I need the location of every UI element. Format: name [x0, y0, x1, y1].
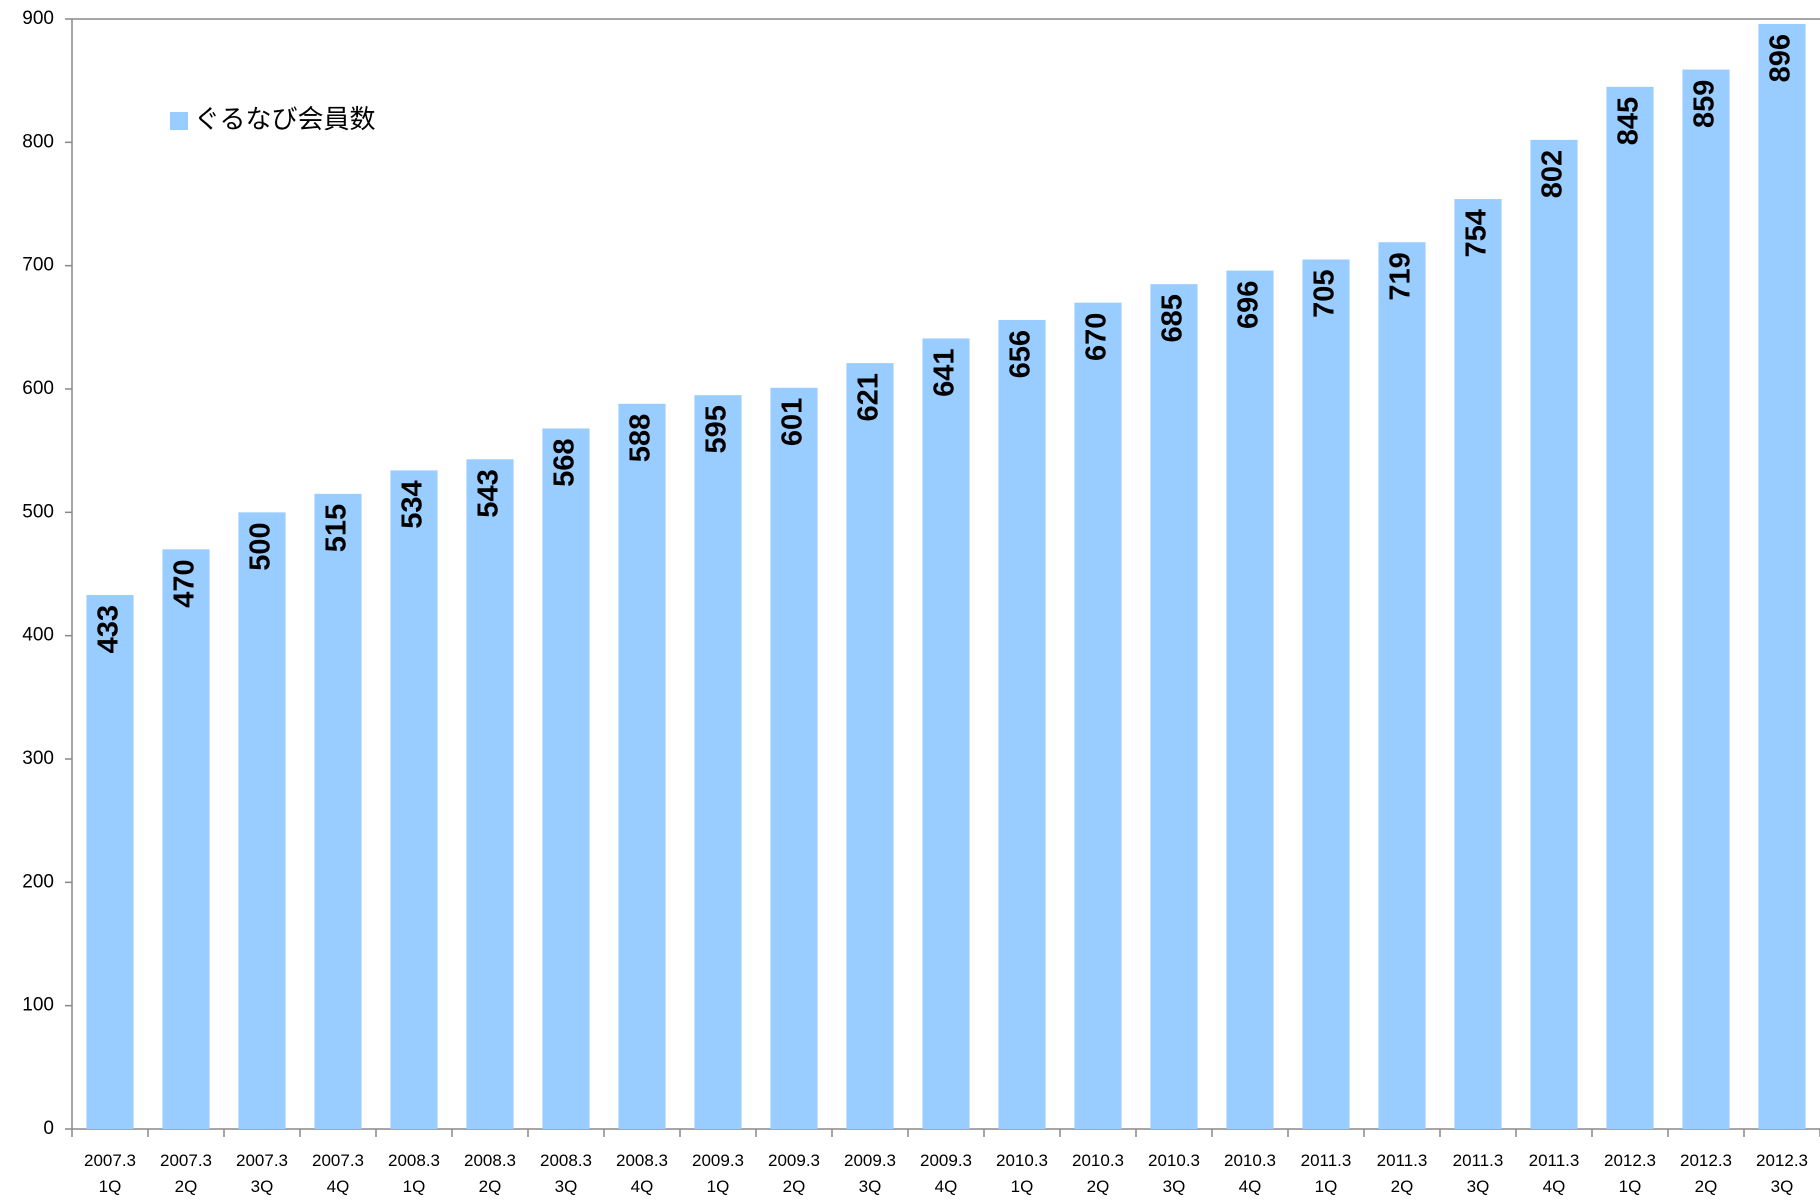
value-label: 433	[93, 605, 125, 653]
x-tick-label: 2010.3 2Q	[1072, 1151, 1124, 1196]
y-tick-label: 900	[22, 8, 54, 29]
bar	[238, 512, 286, 1129]
value-label: 802	[1537, 150, 1569, 198]
x-tick-label: 2010.3 3Q	[1148, 1151, 1200, 1196]
x-tick-label: 2007.3 4Q	[312, 1151, 364, 1196]
x-tick-label: 2009.3 2Q	[768, 1151, 820, 1196]
y-tick-label: 300	[22, 748, 54, 769]
x-tick-label: 2010.3 1Q	[996, 1151, 1048, 1196]
legend-swatch	[170, 112, 188, 130]
value-label: 601	[777, 398, 809, 446]
value-label: 543	[473, 469, 505, 517]
bar	[1150, 284, 1198, 1130]
x-tick-label: 2011.3 3Q	[1452, 1151, 1504, 1196]
value-label: 670	[1081, 313, 1113, 361]
bar	[314, 493, 362, 1129]
value-label: 595	[701, 405, 733, 453]
bar	[1378, 242, 1426, 1129]
x-tick-label: 2011.3 2Q	[1376, 1151, 1428, 1196]
x-tick-label: 2008.3 4Q	[616, 1151, 668, 1196]
value-label: 515	[321, 504, 353, 552]
bar	[922, 338, 970, 1129]
x-tick-label: 2007.3 3Q	[236, 1151, 288, 1196]
value-label: 719	[1385, 252, 1417, 300]
bar	[466, 459, 514, 1129]
value-label: 754	[1461, 209, 1493, 257]
bar	[1226, 270, 1274, 1130]
bar	[1606, 86, 1654, 1129]
x-tick-label: 2012.3 2Q	[1680, 1151, 1732, 1196]
value-label: 621	[853, 373, 885, 421]
x-tick-label: 2007.3 2Q	[160, 1151, 212, 1196]
y-tick-label: 400	[22, 625, 54, 646]
x-tick-label: 2012.3 3Q	[1756, 1151, 1808, 1196]
value-label: 470	[169, 559, 201, 607]
x-tick-label: 2011.3 1Q	[1300, 1151, 1352, 1196]
bar	[390, 470, 438, 1129]
x-tick-label: 2010.3 4Q	[1224, 1151, 1276, 1196]
value-label: 859	[1689, 80, 1721, 128]
x-tick-label: 2009.3 1Q	[692, 1151, 744, 1196]
bar	[618, 403, 666, 1129]
y-tick-label: 200	[22, 871, 54, 892]
x-tick-label: 2008.3 1Q	[388, 1151, 440, 1196]
value-label: 656	[1005, 330, 1037, 378]
bar	[162, 549, 210, 1129]
value-label: 685	[1157, 294, 1189, 342]
bar	[1758, 23, 1806, 1129]
x-tick-label: 2011.3 4Q	[1528, 1151, 1580, 1196]
y-tick-label: 500	[22, 501, 54, 522]
value-label: 534	[397, 480, 429, 528]
bar	[1682, 69, 1730, 1130]
x-tick-label: 2008.3 3Q	[540, 1151, 592, 1196]
value-label: 641	[929, 348, 961, 396]
x-tick-label: 2009.3 4Q	[920, 1151, 972, 1196]
bar	[846, 363, 894, 1130]
y-tick-label: 0	[43, 1118, 54, 1139]
y-tick-label: 700	[22, 255, 54, 276]
x-tick-label: 2012.3 1Q	[1604, 1151, 1656, 1196]
bar	[1454, 199, 1502, 1130]
x-tick-label: 2008.3 2Q	[464, 1151, 516, 1196]
bar	[694, 395, 742, 1130]
y-tick-label: 800	[22, 131, 54, 152]
bar	[1530, 139, 1578, 1129]
x-tick-label: 2009.3 3Q	[844, 1151, 896, 1196]
y-tick-label: 100	[22, 995, 54, 1016]
bar	[998, 319, 1046, 1129]
bar	[86, 594, 134, 1129]
y-tick-label: 600	[22, 378, 54, 399]
value-label: 845	[1613, 97, 1645, 145]
bar	[770, 387, 818, 1129]
bar	[1302, 259, 1350, 1129]
value-label: 705	[1309, 270, 1341, 318]
value-label: 500	[245, 522, 277, 570]
value-label: 568	[549, 438, 581, 486]
value-label: 588	[625, 414, 657, 462]
value-label: 896	[1765, 34, 1797, 82]
legend-label: ぐるなび会員数	[194, 104, 375, 134]
bar	[542, 428, 590, 1129]
x-tick-label: 2007.3 1Q	[84, 1151, 136, 1196]
value-label: 696	[1233, 281, 1265, 329]
bar	[1074, 302, 1122, 1130]
